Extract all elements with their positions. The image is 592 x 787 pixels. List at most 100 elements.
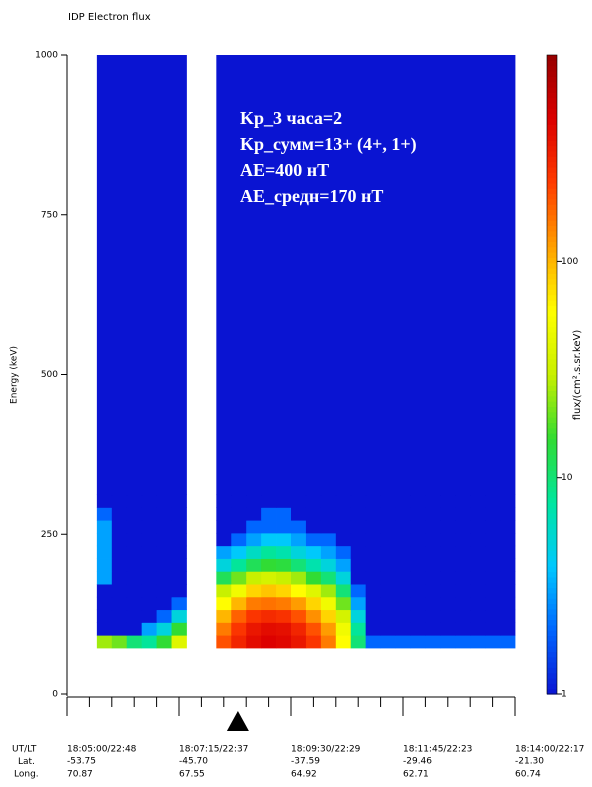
heat-cell xyxy=(126,532,143,547)
heat-cell xyxy=(470,609,486,623)
heat-cell xyxy=(96,584,113,598)
colorbar-segment xyxy=(547,289,557,296)
heat-cell xyxy=(395,609,411,623)
heat-cell xyxy=(500,571,516,585)
heat-cell xyxy=(156,635,172,649)
colorbar-segment xyxy=(547,347,557,354)
heat-cell xyxy=(141,520,157,534)
heat-cell xyxy=(440,55,456,496)
colorbar-segment xyxy=(547,326,557,333)
heat-cell xyxy=(141,507,157,521)
heat-cell xyxy=(305,494,322,508)
heat-cell xyxy=(261,584,277,598)
heat-cell xyxy=(335,596,352,611)
heat-cell xyxy=(395,494,411,508)
colorbar-segment xyxy=(547,539,557,546)
heat-cell xyxy=(425,494,441,508)
heat-cell xyxy=(291,494,307,508)
annotation: Kp_3 часа=2 xyxy=(240,108,342,128)
heat-cell xyxy=(141,609,157,623)
heat-cell xyxy=(231,635,247,649)
colorbar-segment xyxy=(547,401,557,408)
colorbar-segment xyxy=(547,188,557,195)
heat-cell xyxy=(470,596,486,611)
colorbar-segment xyxy=(547,369,557,376)
heat-cell xyxy=(231,571,247,585)
heat-cell xyxy=(126,584,143,598)
colorbar-segment xyxy=(547,150,557,157)
heat-cell xyxy=(425,545,441,559)
colorbar-segment xyxy=(547,592,557,599)
heat-cell xyxy=(126,609,143,623)
heat-cell xyxy=(320,622,337,636)
heat-cell xyxy=(500,520,516,534)
colorbar-segment xyxy=(547,268,557,274)
heat-cell xyxy=(216,507,232,521)
heat-cell xyxy=(350,532,367,547)
colorbar-segment xyxy=(547,55,557,61)
heat-cell xyxy=(305,558,322,572)
heat-cell xyxy=(96,609,113,623)
heat-cell xyxy=(216,532,232,547)
heat-cell xyxy=(246,507,262,521)
heat-cell xyxy=(335,494,352,508)
heat-cell xyxy=(440,520,456,534)
heat-cell xyxy=(395,622,411,636)
colorbar-segment xyxy=(547,619,557,626)
colorbar-segment xyxy=(547,433,557,439)
heat-cell xyxy=(291,635,307,649)
heat-cell xyxy=(276,558,292,572)
heat-cell xyxy=(365,494,381,508)
heat-cell xyxy=(276,635,292,649)
heat-cell xyxy=(156,584,172,598)
heat-cell xyxy=(365,584,381,598)
colorbar-segment xyxy=(547,305,557,312)
heat-cell xyxy=(126,507,143,521)
y-tick-label: 250 xyxy=(41,530,58,540)
colorbar-segment xyxy=(547,193,557,200)
heat-cell xyxy=(276,571,292,585)
heat-cell xyxy=(335,635,352,649)
heat-cell xyxy=(500,532,516,547)
heat-cell xyxy=(485,571,501,585)
heat-cell xyxy=(320,494,337,508)
colorbar-segment xyxy=(547,678,557,684)
heat-cell xyxy=(141,55,157,496)
heat-cell xyxy=(171,596,187,611)
heat-cell xyxy=(261,609,277,623)
y-tick-label: 1000 xyxy=(35,51,58,61)
heat-cell xyxy=(261,507,277,521)
heat-cell xyxy=(320,545,337,559)
heat-cell xyxy=(111,558,128,572)
heat-cell xyxy=(335,532,352,547)
heat-cell xyxy=(231,584,247,598)
colorbar-segment xyxy=(547,102,557,109)
colorbar-segment xyxy=(547,475,557,482)
x-tick-label: 18:07:15/22:37 xyxy=(179,745,248,755)
heat-cell xyxy=(111,507,128,521)
heat-cell xyxy=(380,55,396,496)
heat-cell xyxy=(410,584,426,598)
heat-cell xyxy=(470,494,486,508)
heat-cell xyxy=(410,596,426,611)
colorbar-segment xyxy=(547,246,557,253)
heat-cell xyxy=(500,622,516,636)
heat-cell xyxy=(440,609,456,623)
colorbar-segment xyxy=(547,241,557,248)
heat-cell xyxy=(410,558,426,572)
heat-cell xyxy=(261,494,277,508)
heat-cell xyxy=(261,558,277,572)
heat-cell xyxy=(380,520,396,534)
heat-cell xyxy=(156,520,172,534)
heat-cell xyxy=(291,584,307,598)
heat-cell xyxy=(246,622,262,636)
colorbar-segment xyxy=(547,608,557,615)
heat-cell xyxy=(380,571,396,585)
heat-cell xyxy=(111,55,128,496)
annotation: AE_средн=170 нТ xyxy=(240,186,383,206)
colorbar-segment xyxy=(547,624,557,631)
heat-cell xyxy=(305,635,322,649)
heat-cell xyxy=(276,55,292,496)
heat-cell xyxy=(126,622,143,636)
colorbar-segment xyxy=(547,496,557,503)
